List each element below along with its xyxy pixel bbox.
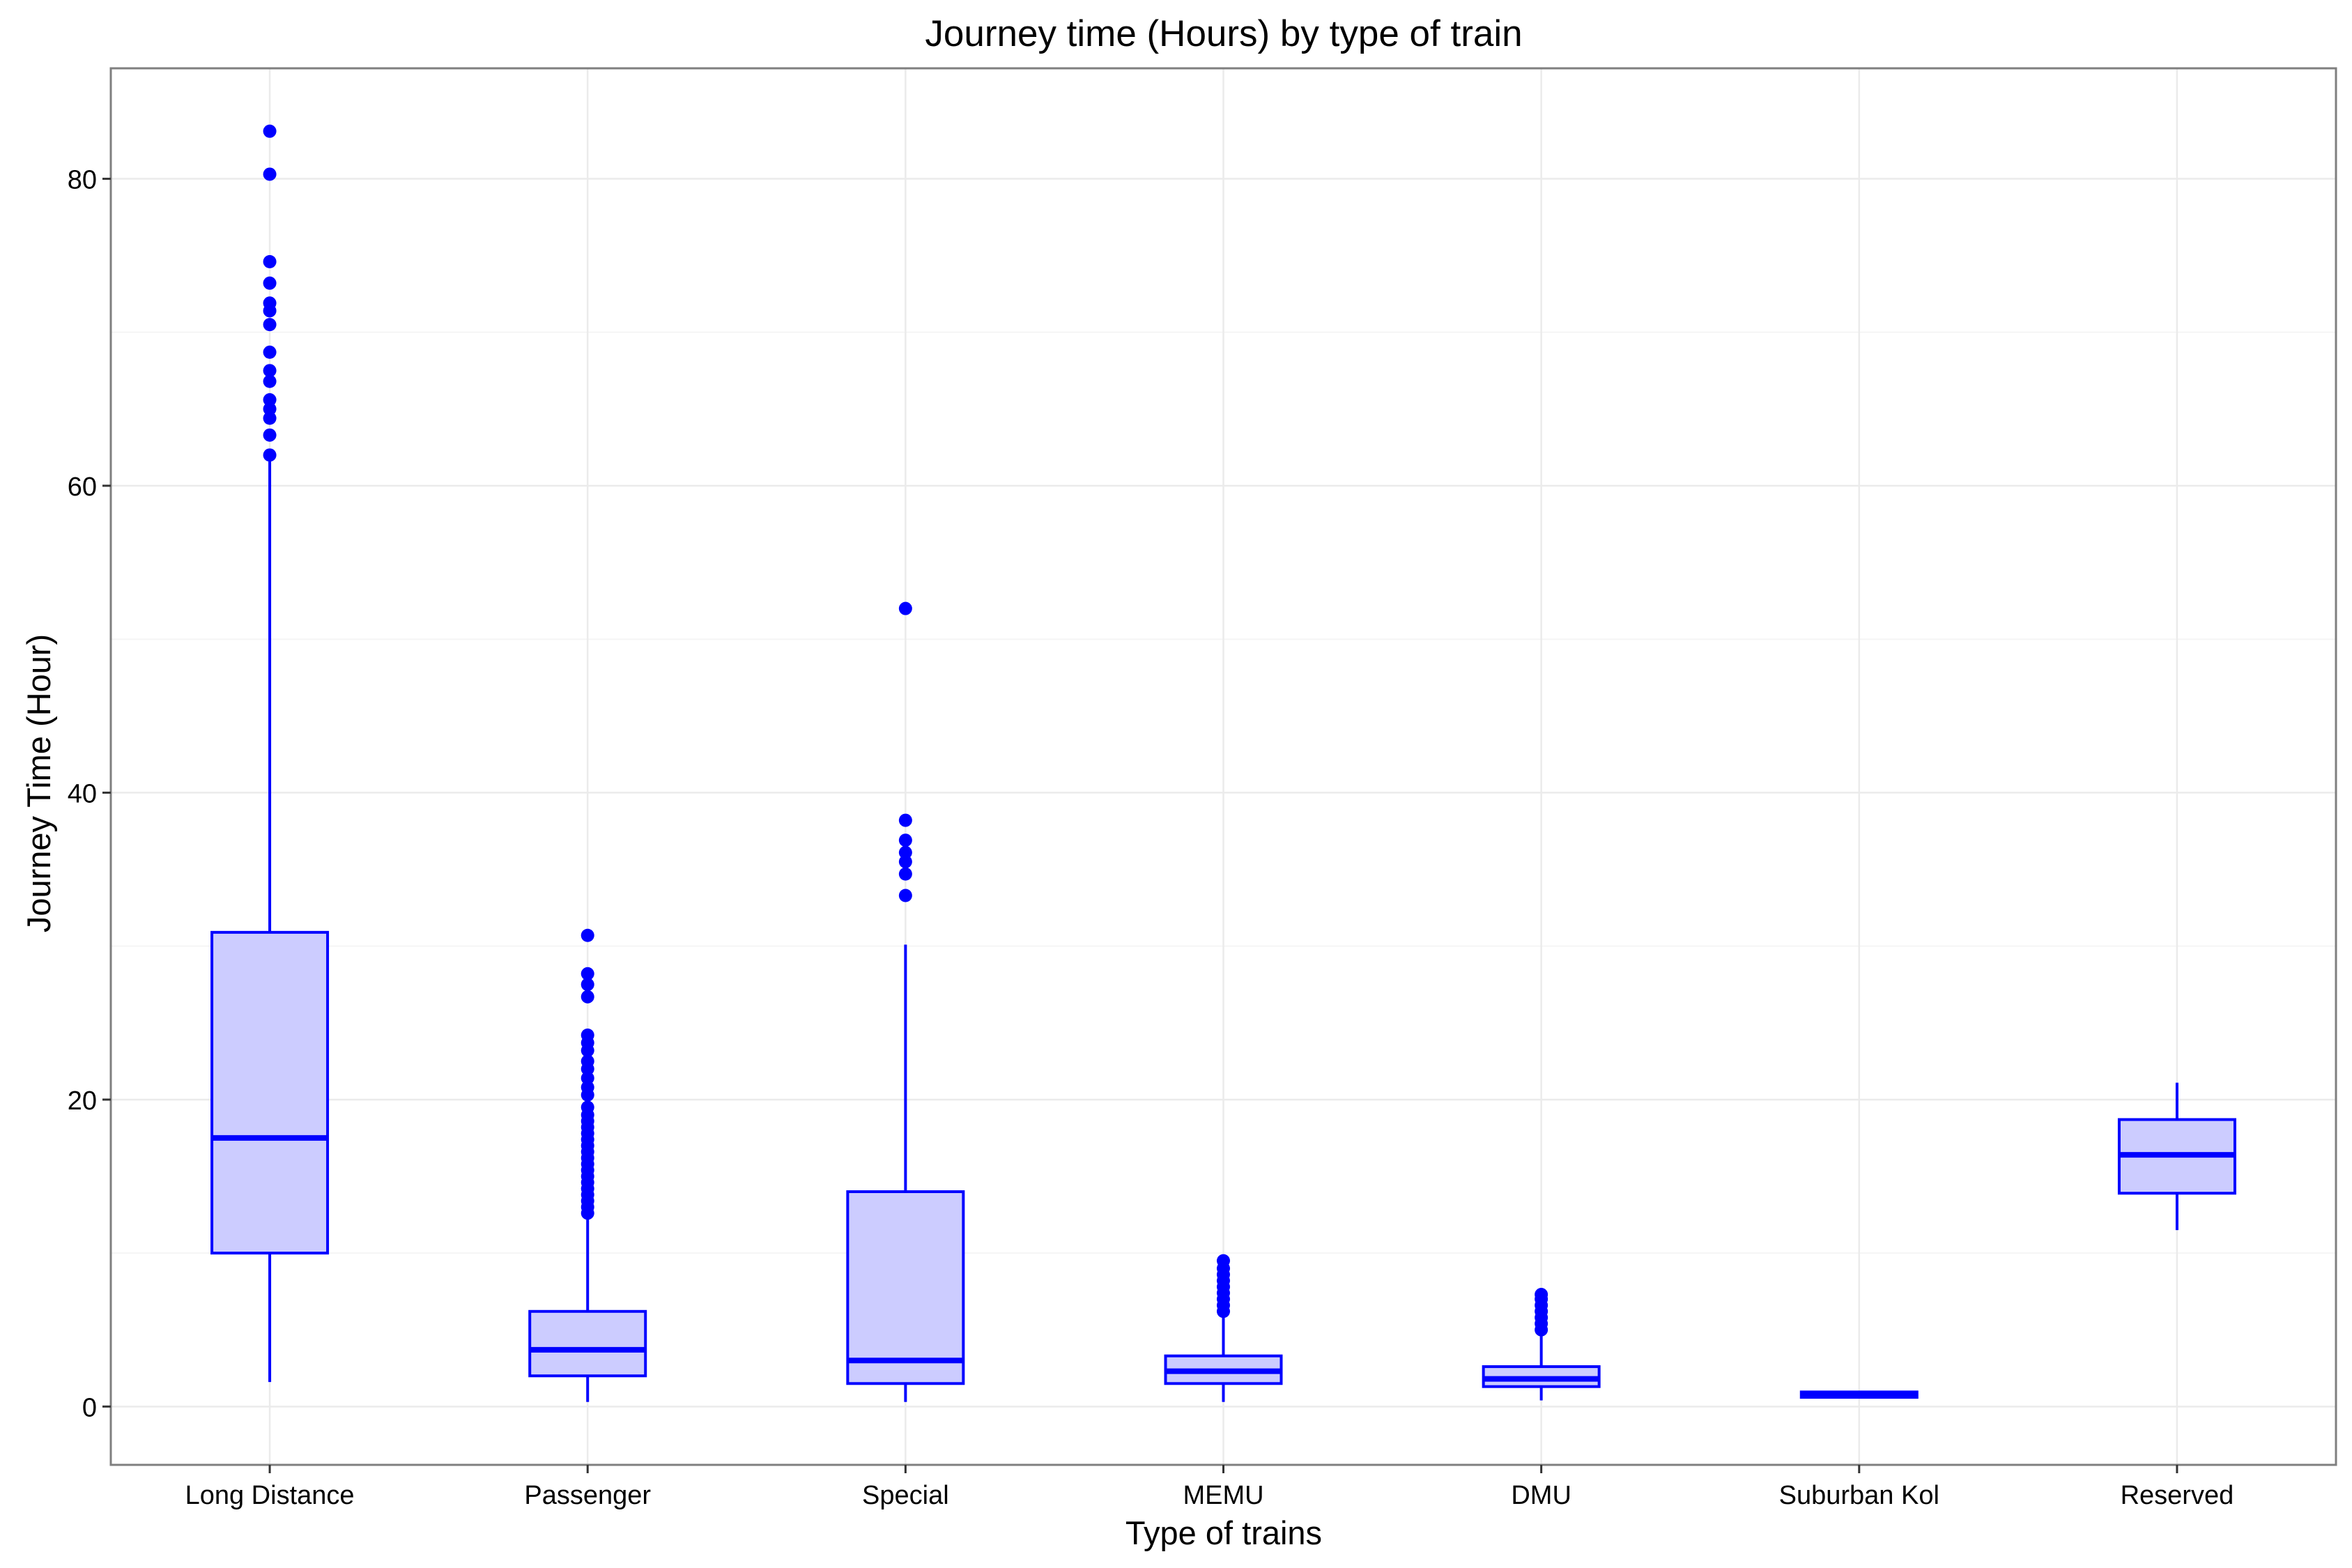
outlier-point <box>581 967 594 981</box>
x-tick-label: Suburban Kol <box>1779 1481 1939 1510</box>
x-tick-label: Reserved <box>2121 1481 2234 1510</box>
x-tick-label: Special <box>862 1481 949 1510</box>
outlier-point <box>263 318 277 332</box>
outlier-point <box>263 124 277 138</box>
x-tick-label: DMU <box>1511 1481 1571 1510</box>
outlier-point <box>263 364 277 378</box>
outlier-point <box>263 296 277 310</box>
outlier-point <box>898 845 912 859</box>
outlier-point <box>581 978 594 992</box>
outlier-point <box>263 345 277 359</box>
outlier-point <box>263 448 277 462</box>
x-axis-label: Type of trains <box>1125 1514 1322 1551</box>
outlier-point <box>263 393 277 407</box>
outlier-point <box>898 889 912 902</box>
outlier-point <box>898 867 912 881</box>
y-tick-label: 60 <box>68 472 97 502</box>
outlier-point <box>898 833 912 847</box>
outlier-point <box>263 254 277 268</box>
outlier-point <box>581 1080 594 1094</box>
outlier-point <box>1217 1254 1230 1268</box>
outlier-point <box>1535 1288 1548 1302</box>
box-iqr <box>846 1190 965 1385</box>
box-iqr <box>210 930 330 1255</box>
outlier-point <box>898 855 912 869</box>
x-tick-label: MEMU <box>1183 1481 1263 1510</box>
outlier-point <box>263 167 277 181</box>
outlier-point <box>581 990 594 1004</box>
outlier-point <box>581 1054 594 1068</box>
x-tick-label: Long Distance <box>185 1481 355 1510</box>
outlier-point <box>898 601 912 615</box>
y-tick-label: 40 <box>68 779 97 808</box>
outlier-point <box>263 411 277 425</box>
y-axis-label: Journey Time (Hour) <box>20 634 57 932</box>
y-tick-label: 0 <box>82 1393 97 1422</box>
outlier-point <box>263 374 277 388</box>
outlier-point <box>263 276 277 290</box>
plot-area: 0 20 40 60 80 Long Distance Passenger Special ME… <box>68 67 2337 1510</box>
outlier-point <box>581 1071 594 1085</box>
y-tick-label: 20 <box>68 1086 97 1116</box>
outlier-point <box>263 402 277 416</box>
box-iqr <box>528 1309 647 1378</box>
outlier-point <box>581 1100 594 1114</box>
outlier-point <box>898 813 912 827</box>
outlier-point <box>581 1028 594 1042</box>
outlier-point <box>581 928 594 942</box>
chart-title: Journey time (Hours) by type of train <box>925 13 1522 54</box>
y-tick-label: 80 <box>68 166 97 195</box>
x-tick-label: Passenger <box>524 1481 651 1510</box>
outlier-point <box>263 428 277 442</box>
